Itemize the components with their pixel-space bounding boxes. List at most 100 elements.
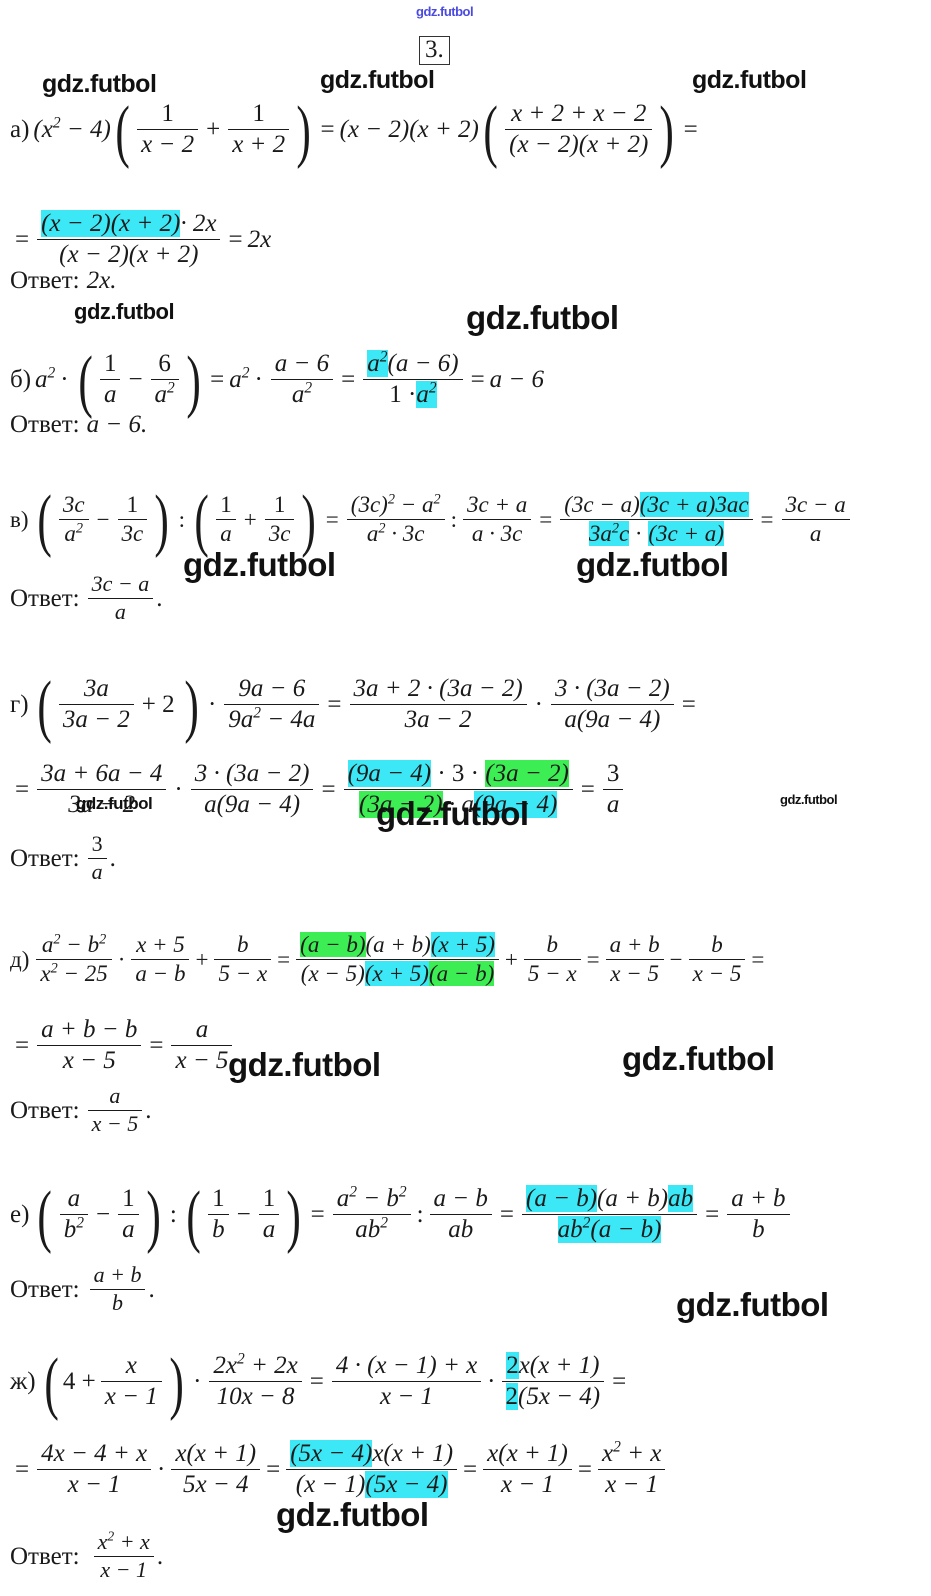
part-a-result: 2x [247, 226, 272, 254]
answer-label: Ответ: [10, 1096, 80, 1124]
part-b-result: a − 6 [489, 366, 545, 394]
part-g-line-2: = 3a + 6a − 4 3a − 2 · 3 · (3a − 2) a(9a −… [10, 760, 626, 819]
fraction: x(x + 1) x − 1 [483, 1440, 572, 1499]
part-v-label: в) [10, 506, 29, 532]
cancelled-factor-cyan: 3a2c [588, 520, 630, 547]
watermark: gdz.futbol [466, 299, 619, 336]
equals-operator: = [15, 226, 30, 254]
cancelled-factor-cyan: (x + 5) [430, 932, 495, 957]
part-b-lead: a2 [35, 364, 56, 394]
equals-operator: = [499, 1201, 515, 1229]
denominator-pre: 1 · [389, 381, 417, 409]
equals-operator: = [751, 946, 765, 972]
equals-operator: = [463, 1456, 478, 1484]
denominator-pre: (x − 1) [295, 1471, 366, 1499]
answer-value: 2x. [86, 267, 117, 294]
fraction: 3a 3a − 2 [58, 675, 134, 734]
cancelled-factor-cyan: (5x − 4) [365, 1471, 448, 1499]
dot-operator: · [534, 691, 543, 719]
fraction: 2x2 + 2x 10x − 8 [209, 1351, 302, 1411]
fraction: a2 − b2 ab2 [332, 1184, 411, 1244]
part-a-mid: (x − 2)(x + 2) [339, 116, 479, 144]
fraction: a2 − b2 x2 − 25 [36, 932, 112, 987]
equals-operator: = [470, 366, 485, 394]
equals-operator: = [580, 776, 595, 804]
part-a-line-2: = (x − 2)(x + 2)· 2x (x − 2)(x + 2) = 2x [10, 210, 271, 269]
minus-operator: − [95, 1201, 111, 1229]
cancelled-factor-cyan: (a − b) [526, 1185, 598, 1212]
fraction: 6 a2 [150, 350, 179, 409]
numerator-rest: x(x + 1) [518, 1352, 600, 1379]
dot-operator: · [254, 366, 263, 394]
part-g-label: г) [10, 691, 29, 719]
part-g-line-1: г) ( 3a 3a − 2 + 2 ) · 9a − 6 9a2 − 4a = 3… [10, 667, 696, 745]
cancelled-factor-cyan: 2 [505, 1383, 518, 1411]
watermark: gdz.futbol [376, 795, 529, 832]
watermark: gdz.futbol [42, 70, 157, 98]
cancelled-factor-cyan: (9a − 4) [347, 760, 432, 787]
period: . [156, 584, 163, 612]
equals-operator: = [266, 1456, 281, 1484]
fraction: a − b ab [429, 1185, 492, 1244]
part-a-lead: (x2 − 4) [33, 114, 111, 144]
fraction: (a − b)(a + b)(x + 5) (x − 5)(x + 5)(a −… [296, 932, 499, 987]
cancelled-factor-cyan: (3c + a) [648, 521, 724, 547]
equals-operator: = [683, 116, 698, 144]
fraction: 3c a2 [58, 492, 89, 547]
fraction: 2x(x + 1) 2(5x − 4) [501, 1352, 605, 1411]
fraction: 3 · (3a − 2) a(9a − 4) [190, 760, 314, 819]
colon-operator: : [450, 506, 457, 532]
denominator-rest: (5x − 4) [518, 1383, 601, 1411]
equals-operator: = [327, 691, 342, 719]
fraction: x(x + 1) 5x − 4 [171, 1440, 261, 1499]
watermark: gdz.futbol [576, 546, 729, 583]
dot-operator: · [193, 1368, 202, 1396]
problem-number-box: 3. [419, 36, 450, 66]
watermark: gdz.futbol [416, 4, 474, 19]
answer-label: Ответ: [10, 844, 80, 872]
fraction: 1 3c [117, 492, 148, 547]
cancelled-factor-cyan: (9a − 4) [473, 791, 558, 819]
dot-operator: · [117, 946, 126, 972]
equals-operator: = [321, 776, 336, 804]
watermark: gdz.futbol [780, 792, 838, 807]
watermark: gdz.futbol [183, 546, 336, 583]
cancelled-factor-green: (3a − 2) [485, 760, 569, 787]
minus-operator: − [669, 946, 683, 972]
equals-operator: = [15, 776, 30, 804]
part-a-answer: Ответ: 2x. [10, 268, 116, 293]
equals-operator: = [309, 1368, 324, 1396]
cancelled-factor-cyan: a2 [367, 348, 388, 377]
dot-operator: · [157, 1456, 166, 1484]
colon-operator: : [416, 1201, 424, 1229]
period: . [156, 1542, 164, 1570]
fraction: a b2 [59, 1185, 88, 1244]
numerator-rest: (a − 6) [387, 350, 459, 377]
fraction: a2(a − 6) 1 ·a2 [363, 348, 463, 409]
dot-operator: · [487, 1368, 496, 1396]
part-b-answer: Ответ: a − 6. [10, 412, 147, 437]
period: . [145, 1096, 152, 1124]
answer-label: Ответ: [10, 267, 80, 294]
part-e-label: е) [10, 1201, 30, 1229]
equals-operator: = [149, 1032, 164, 1060]
answer-label: Ответ: [10, 584, 80, 612]
